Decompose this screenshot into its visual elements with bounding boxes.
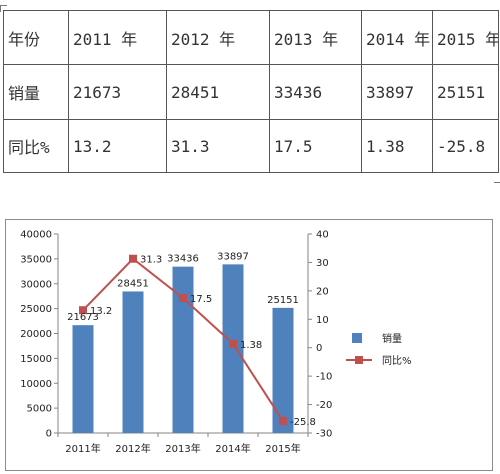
line-marker bbox=[129, 254, 137, 263]
table-cell: 销量 bbox=[3, 64, 69, 120]
y-left-tick-label: 35000 bbox=[20, 254, 52, 265]
table-cell: 17.5 bbox=[269, 119, 362, 173]
table-cell: 1.38 bbox=[361, 119, 433, 173]
bar bbox=[272, 307, 294, 433]
bar-data-label: 21673 bbox=[67, 312, 99, 323]
line-data-label: 17.5 bbox=[190, 294, 212, 305]
line-data-label: 13.2 bbox=[90, 306, 112, 317]
y-right-tick-label: -10 bbox=[316, 372, 332, 383]
line-marker bbox=[279, 417, 287, 426]
table-cell: 33436 bbox=[269, 64, 362, 120]
table-cell: 31.3 bbox=[166, 119, 270, 173]
line-data-label: -25.8 bbox=[290, 417, 316, 428]
bar-data-label: 33897 bbox=[217, 251, 249, 262]
legend-swatch-bar bbox=[352, 333, 362, 343]
y-left-tick-label: 20000 bbox=[20, 329, 52, 340]
line-data-label: 31.3 bbox=[140, 255, 162, 266]
y-right-tick-label: 30 bbox=[316, 258, 329, 269]
table-cell: 2011 年 bbox=[68, 10, 167, 65]
table-cell: 21673 bbox=[68, 64, 167, 120]
bar bbox=[72, 325, 94, 433]
table-cell: -25.8 bbox=[432, 119, 499, 173]
x-tick-label: 2011年 bbox=[65, 442, 100, 455]
table-cell: 28451 bbox=[166, 64, 270, 120]
y-left-tick-label: 5000 bbox=[27, 404, 52, 415]
y-left-tick-label: 0 bbox=[46, 429, 52, 440]
table-cell: 2013 年 bbox=[269, 10, 362, 65]
combo-chart: 0 5000 10000 15000 20000 25000 30000 35000 40000… bbox=[20, 230, 412, 456]
table-row-yoy: 同比% 13.2 31.3 17.5 1.38 -25.8 bbox=[3, 119, 499, 173]
legend-swatch-marker bbox=[355, 356, 363, 364]
x-tick-label: 2012年 bbox=[115, 442, 150, 455]
table-cell: 2012 年 bbox=[166, 10, 270, 65]
line-series bbox=[79, 254, 287, 426]
legend-label-bar: 销量 bbox=[382, 332, 402, 345]
table-cell: 25151 bbox=[432, 64, 499, 120]
table-cell: 年份 bbox=[3, 10, 69, 65]
table-corner-mark-bottom-right bbox=[494, 176, 500, 183]
y-left-tick-label: 30000 bbox=[20, 279, 52, 290]
y-right-tick-label: 10 bbox=[316, 315, 329, 326]
y-left-tick-label: 40000 bbox=[20, 230, 52, 241]
bar bbox=[122, 291, 144, 433]
table-header-row: 年份 2011 年 2012 年 2013 年 2014 年 2015 年 bbox=[3, 10, 499, 65]
table-cell: 33897 bbox=[361, 64, 433, 120]
x-tick-label: 2013年 bbox=[165, 442, 200, 455]
y-right-tick-label: 0 bbox=[316, 343, 322, 354]
line-data-label: 1.38 bbox=[240, 340, 262, 351]
table-row-sales: 销量 21673 28451 33436 33897 25151 bbox=[3, 64, 499, 120]
table-cell: 2014 年 bbox=[361, 10, 433, 65]
line-marker bbox=[229, 339, 237, 348]
bar bbox=[222, 264, 244, 433]
y-left-tick-label: 25000 bbox=[20, 304, 52, 315]
data-labels: 21673 28451 33436 33897 25151 13.2 31.3 17.5 1.3… bbox=[67, 251, 316, 428]
line-marker bbox=[79, 306, 87, 315]
y-left-tick-label: 10000 bbox=[20, 379, 52, 390]
table-cell: 同比% bbox=[3, 119, 69, 173]
x-tick-label: 2015年 bbox=[265, 442, 300, 455]
y-left-tick-label: 15000 bbox=[20, 354, 52, 365]
table-cell: 2015 年 bbox=[432, 10, 499, 65]
y-right-tick-label: -20 bbox=[316, 400, 332, 411]
y-right-tick-label: 20 bbox=[316, 286, 329, 297]
chart-axes: 0 5000 10000 15000 20000 25000 30000 35000 40000… bbox=[20, 230, 332, 456]
table-cell: 13.2 bbox=[68, 119, 167, 173]
y-right-tick-label: 40 bbox=[316, 230, 329, 241]
bar bbox=[172, 266, 194, 433]
bar-data-label: 33436 bbox=[167, 254, 199, 265]
table-corner-mark-top-left bbox=[0, 5, 7, 12]
chart-frame: 0 5000 10000 15000 20000 25000 30000 35000 40000… bbox=[5, 219, 493, 471]
bar-data-label: 28451 bbox=[117, 278, 149, 289]
bar-series bbox=[72, 264, 294, 433]
line-marker bbox=[179, 293, 187, 302]
sales-table: 年份 2011 年 2012 年 2013 年 2014 年 2015 年 销量… bbox=[3, 10, 499, 173]
legend-label-line: 同比% bbox=[382, 355, 412, 367]
x-tick-label: 2014年 bbox=[215, 442, 250, 455]
bar-data-label: 25151 bbox=[267, 295, 299, 306]
y-right-tick-label: -30 bbox=[316, 429, 332, 440]
